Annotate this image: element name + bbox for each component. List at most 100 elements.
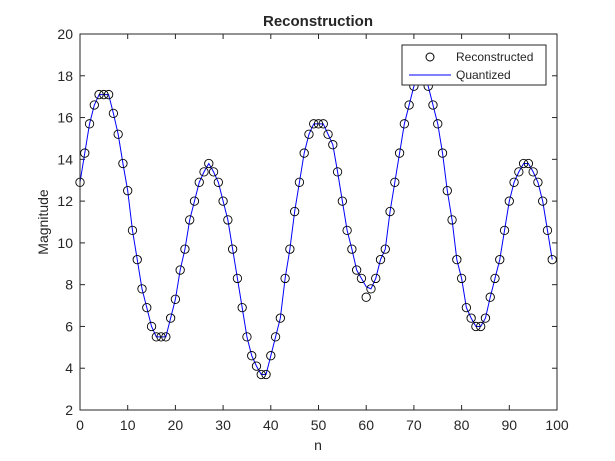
y-tick-label: 2 bbox=[65, 402, 73, 418]
data-point-reconstructed bbox=[194, 177, 204, 187]
data-point-reconstructed bbox=[476, 321, 486, 332]
data-point-reconstructed bbox=[118, 158, 128, 169]
data-point-reconstructed bbox=[428, 100, 438, 110]
y-axis-label: Magnitude bbox=[35, 189, 51, 255]
data-point-reconstructed bbox=[342, 225, 352, 236]
x-tick-label: 80 bbox=[454, 417, 470, 433]
data-point-reconstructed bbox=[390, 177, 400, 187]
data-point-reconstructed bbox=[490, 273, 500, 284]
data-point-reconstructed bbox=[237, 302, 247, 313]
data-point-reconstructed bbox=[266, 351, 276, 361]
data-point-reconstructed bbox=[99, 89, 109, 100]
x-tick-label: 100 bbox=[545, 417, 569, 433]
data-point-reconstructed bbox=[514, 167, 524, 177]
data-point-reconstructed bbox=[299, 148, 309, 158]
data-point-reconstructed bbox=[108, 108, 119, 119]
data-point-reconstructed bbox=[337, 196, 347, 206]
y-tick-label: 16 bbox=[57, 110, 73, 126]
data-point-reconstructed bbox=[103, 89, 114, 100]
data-point-reconstructed bbox=[394, 148, 405, 158]
data-point-reconstructed bbox=[251, 361, 262, 371]
data-point-reconstructed bbox=[84, 119, 95, 129]
data-point-reconstructed bbox=[227, 244, 238, 254]
data-point-reconstructed bbox=[547, 254, 557, 265]
data-point-reconstructed bbox=[328, 140, 338, 150]
data-point-reconstructed bbox=[318, 119, 328, 129]
data-point-reconstructed bbox=[294, 177, 305, 187]
data-point-reconstructed bbox=[146, 321, 157, 332]
data-point-reconstructed bbox=[352, 265, 362, 275]
data-point-reconstructed bbox=[523, 158, 534, 169]
data-point-reconstructed bbox=[189, 196, 200, 206]
legend-box bbox=[401, 44, 547, 86]
data-point-reconstructed bbox=[480, 313, 491, 323]
data-point-reconstructed bbox=[161, 332, 171, 342]
data-point-reconstructed bbox=[137, 284, 147, 294]
y-tick-label: 6 bbox=[65, 318, 73, 334]
data-point-reconstructed bbox=[132, 254, 142, 265]
x-tick-label: 0 bbox=[76, 417, 84, 433]
data-point-reconstructed bbox=[113, 129, 123, 139]
data-point-reconstructed bbox=[518, 158, 529, 169]
data-point-reconstructed bbox=[461, 302, 472, 313]
x-tick-label: 90 bbox=[502, 417, 518, 433]
plot-data-layer bbox=[75, 71, 557, 380]
x-axis-label: n bbox=[314, 437, 322, 453]
data-point-reconstructed bbox=[533, 177, 543, 187]
data-point-reconstructed bbox=[280, 273, 290, 284]
data-point-reconstructed bbox=[204, 158, 214, 169]
data-point-reconstructed bbox=[156, 332, 166, 342]
data-point-reconstructed bbox=[261, 369, 271, 380]
data-point-reconstructed bbox=[385, 206, 395, 217]
data-point-reconstructed bbox=[309, 119, 319, 129]
data-point-reconstructed bbox=[304, 129, 314, 139]
y-tick-label: 4 bbox=[65, 360, 73, 376]
data-point-reconstructed bbox=[485, 292, 495, 302]
x-axis-ticks: 0 10 20 30 40 50 60 70 80 90 100 bbox=[76, 34, 569, 433]
y-tick-label: 18 bbox=[57, 68, 73, 84]
x-tick-label: 20 bbox=[168, 417, 184, 433]
data-point-reconstructed bbox=[375, 254, 386, 265]
plot-area bbox=[80, 34, 557, 410]
legend-label-quantized: Quantized bbox=[456, 68, 511, 82]
data-point-reconstructed bbox=[94, 89, 104, 100]
data-point-reconstructed bbox=[495, 254, 505, 265]
x-tick-label: 60 bbox=[358, 417, 374, 433]
data-point-reconstructed bbox=[504, 196, 514, 206]
data-point-reconstructed bbox=[471, 321, 481, 332]
data-point-reconstructed bbox=[175, 265, 185, 275]
data-point-reconstructed bbox=[347, 244, 357, 254]
data-point-reconstructed bbox=[442, 186, 452, 196]
series-markers-reconstructed bbox=[75, 71, 557, 380]
y-tick-label: 12 bbox=[57, 193, 73, 209]
data-point-reconstructed bbox=[89, 100, 99, 110]
data-point-reconstructed bbox=[223, 215, 233, 225]
data-point-reconstructed bbox=[542, 225, 553, 236]
data-point-reconstructed bbox=[80, 148, 90, 158]
plot-box bbox=[79, 33, 558, 411]
data-point-reconstructed bbox=[142, 302, 152, 313]
data-point-reconstructed bbox=[538, 196, 548, 206]
legend: Reconstructed Quantized bbox=[401, 44, 547, 86]
data-point-reconstructed bbox=[180, 244, 190, 254]
data-point-reconstructed bbox=[165, 313, 176, 323]
data-point-reconstructed bbox=[247, 351, 257, 361]
data-point-reconstructed bbox=[433, 119, 443, 129]
data-point-reconstructed bbox=[275, 313, 285, 323]
data-point-reconstructed bbox=[509, 177, 519, 187]
data-point-reconstructed bbox=[232, 273, 243, 284]
data-point-reconstructed bbox=[151, 332, 161, 342]
legend-label-reconstructed: Reconstructed bbox=[456, 50, 533, 64]
x-tick-label: 70 bbox=[406, 417, 422, 433]
data-point-reconstructed bbox=[361, 292, 371, 302]
data-point-reconstructed bbox=[218, 196, 228, 206]
data-point-reconstructed bbox=[323, 129, 333, 139]
data-point-reconstructed bbox=[199, 167, 209, 177]
data-point-reconstructed bbox=[208, 167, 219, 177]
data-point-reconstructed bbox=[404, 100, 414, 110]
data-point-reconstructed bbox=[366, 284, 376, 294]
data-point-reconstructed bbox=[371, 273, 381, 284]
data-point-reconstructed bbox=[332, 167, 343, 177]
data-point-reconstructed bbox=[380, 244, 390, 254]
